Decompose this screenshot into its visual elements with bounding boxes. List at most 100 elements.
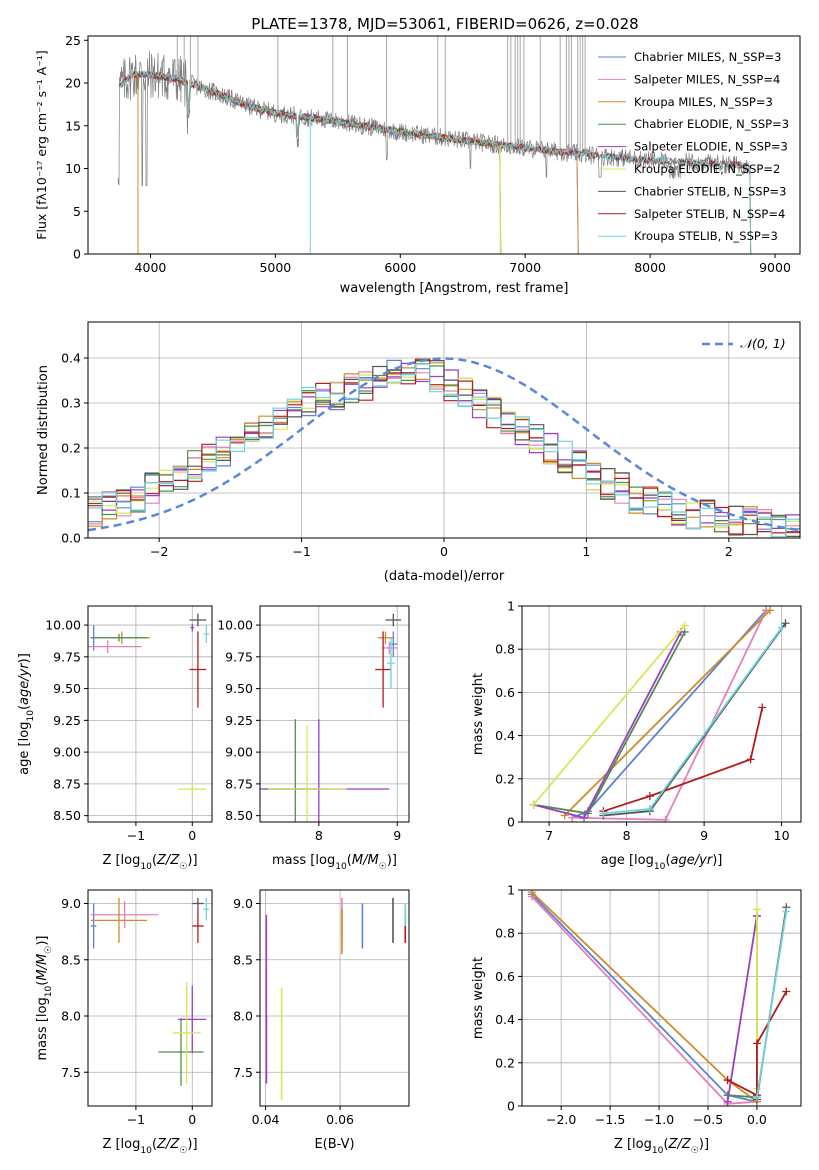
mass-weight-line (563, 609, 771, 817)
legend-entry-label: Chabrier STELIB, N_SSP=3 (634, 184, 786, 198)
model-spectrum-line (118, 70, 752, 254)
errorbar-point (385, 613, 402, 627)
y-tick-label: 9.50 (53, 681, 81, 696)
mass-weight-marker (645, 792, 654, 801)
y-tick-label: 7.5 (61, 1065, 81, 1080)
mass-weight-line (532, 624, 686, 806)
x-axis-label: (data-model)/error (384, 569, 505, 584)
mass-vs-Z-plot-area (88, 890, 212, 1106)
y-tick-label: 10 (65, 161, 81, 176)
errorbar-point (203, 897, 210, 921)
x-axis-label: E(B-V) (314, 1137, 354, 1152)
y-tick-label: 8.0 (61, 1009, 81, 1024)
y-tick-label: 0.2 (61, 441, 81, 456)
errorbar-point (190, 623, 194, 632)
y-tick-label: 0.4 (61, 351, 81, 366)
age-vs-mass-plot-area (260, 606, 409, 822)
legend-entry-label: Salpeter STELIB, N_SSP=4 (634, 207, 785, 221)
mass-weight-series (723, 911, 761, 1106)
x-tick-label: 9000 (759, 260, 791, 275)
x-tick-label: −1.0 (644, 1112, 674, 1127)
x-tick-label: 0.06 (326, 1112, 354, 1127)
x-tick-label: 4000 (135, 260, 167, 275)
errorbar-point (90, 903, 97, 949)
y-axis-label: Normed distribution (36, 365, 51, 495)
y-tick-label: 25 (65, 33, 81, 48)
y-tick-label: 8.5 (61, 952, 81, 967)
y-tick-label: 0.2 (495, 771, 515, 786)
y-tick-label: 8.0 (233, 1009, 253, 1024)
mass-weight-marker (680, 621, 689, 630)
errorbar-point (88, 640, 142, 654)
y-tick-label: 8.75 (225, 776, 253, 791)
mass-weight-series (599, 703, 767, 816)
legend-entry-label: Salpeter MILES, N_SSP=4 (634, 72, 780, 86)
x-tick-label: 9 (700, 828, 708, 843)
errorbar-point (172, 982, 201, 1084)
age-vs-Z-plot-area (88, 606, 212, 822)
model-spectrum-line (137, 69, 502, 254)
x-axis-label: Z [log10(Z/Z☉)] (102, 853, 197, 872)
x-axis-label: Z [log10(Z/Z☉)] (102, 1137, 197, 1156)
mass-weight-marker (661, 815, 670, 822)
x-tick-label: −2 (150, 544, 168, 559)
residuals-frame (87, 321, 801, 539)
x-axis-label: mass [log10(M/M☉)] (272, 853, 397, 872)
y-tick-label: 0.3 (61, 396, 81, 411)
x-tick-label: 0 (188, 1112, 196, 1127)
age-vs-Z-frame (87, 605, 213, 823)
y-tick-label: 0 (507, 1099, 515, 1114)
x-tick-label: 9 (393, 828, 401, 843)
legend-entry-label: Kroupa MILES, N_SSP=3 (634, 95, 773, 109)
mass-weight-marker (746, 755, 755, 764)
errorbar-point (375, 631, 391, 708)
legend-entry-label: Chabrier MILES, N_SSP=3 (634, 50, 781, 64)
mass-weight-line (603, 707, 764, 813)
mass-weight-series (527, 890, 761, 1106)
errorbar-point (192, 909, 204, 943)
y-tick-label: 0.6 (495, 685, 515, 700)
mass-weight-line (603, 627, 783, 815)
errorbar-point (90, 897, 148, 943)
y-tick-label: 0.4 (495, 728, 515, 743)
mass-vs-Z-panel: −1 0 7.5 8.0 8.5 9.0 Z [log10(Z/Z☉)] mass [log1… (35, 889, 213, 1156)
y-tick-label: 9.25 (225, 713, 253, 728)
age-vs-Z-panel: −1 0 8.50 8.75 9.00 9.25 9.50 9.75 10.00 Z [log10… (17, 605, 213, 872)
model-spectrum-line (137, 70, 502, 254)
mass-weight-line (756, 911, 788, 1098)
y-tick-label: 9.75 (53, 649, 81, 664)
y-tick-label: 0.8 (495, 642, 515, 657)
mass-weight-series (599, 623, 786, 818)
errorbar-point (267, 725, 347, 822)
residuals-panel: −2 −1 0 1 2 0.0 0.1 0.2 0.3 0.4 (data-model)/error… (36, 321, 801, 584)
figure-title: PLATE=1378, MJD=53061, FIBERID=0626, z=0… (251, 15, 638, 33)
y-tick-label: 9.00 (225, 745, 253, 760)
legend-entry-label: Kroupa STELIB, N_SSP=3 (634, 229, 778, 243)
errorbar-point (189, 613, 207, 627)
mass-weight-marker (777, 623, 786, 632)
x-axis-label: Z [log10(Z/Z☉)] (614, 1137, 709, 1156)
x-tick-label: −0.5 (693, 1112, 723, 1127)
x-tick-label: −1 (127, 1112, 145, 1127)
y-tick-label: 8.75 (53, 776, 81, 791)
y-tick-label: 9.00 (53, 745, 81, 760)
y-tick-label: 0.2 (495, 1055, 515, 1070)
x-tick-label: 5000 (259, 260, 291, 275)
y-tick-label: 8.5 (233, 952, 253, 967)
errorbar-point (178, 985, 207, 1054)
y-tick-label: 0.1 (61, 486, 81, 501)
y-tick-label: 9.0 (233, 896, 253, 911)
y-tick-label: 8.50 (225, 808, 253, 823)
x-tick-label: 8 (315, 828, 323, 843)
mass-weight-vs-Z-frame (521, 889, 802, 1107)
x-tick-label: 10 (774, 828, 790, 843)
model-spectrum-line (118, 69, 752, 254)
mass-weight-marker (781, 619, 790, 628)
y-tick-label: 8.50 (53, 808, 81, 823)
mass-weight-vs-age-frame (521, 605, 802, 823)
y-tick-label: 10.00 (45, 618, 81, 633)
spectrum-panel: 4000 5000 6000 7000 8000 9000 0 5 10 15 20 25 wavele… (34, 33, 801, 296)
x-tick-label: 8 (623, 828, 631, 843)
y-tick-label: 1 (507, 883, 515, 898)
mass-weight-marker (529, 800, 538, 809)
